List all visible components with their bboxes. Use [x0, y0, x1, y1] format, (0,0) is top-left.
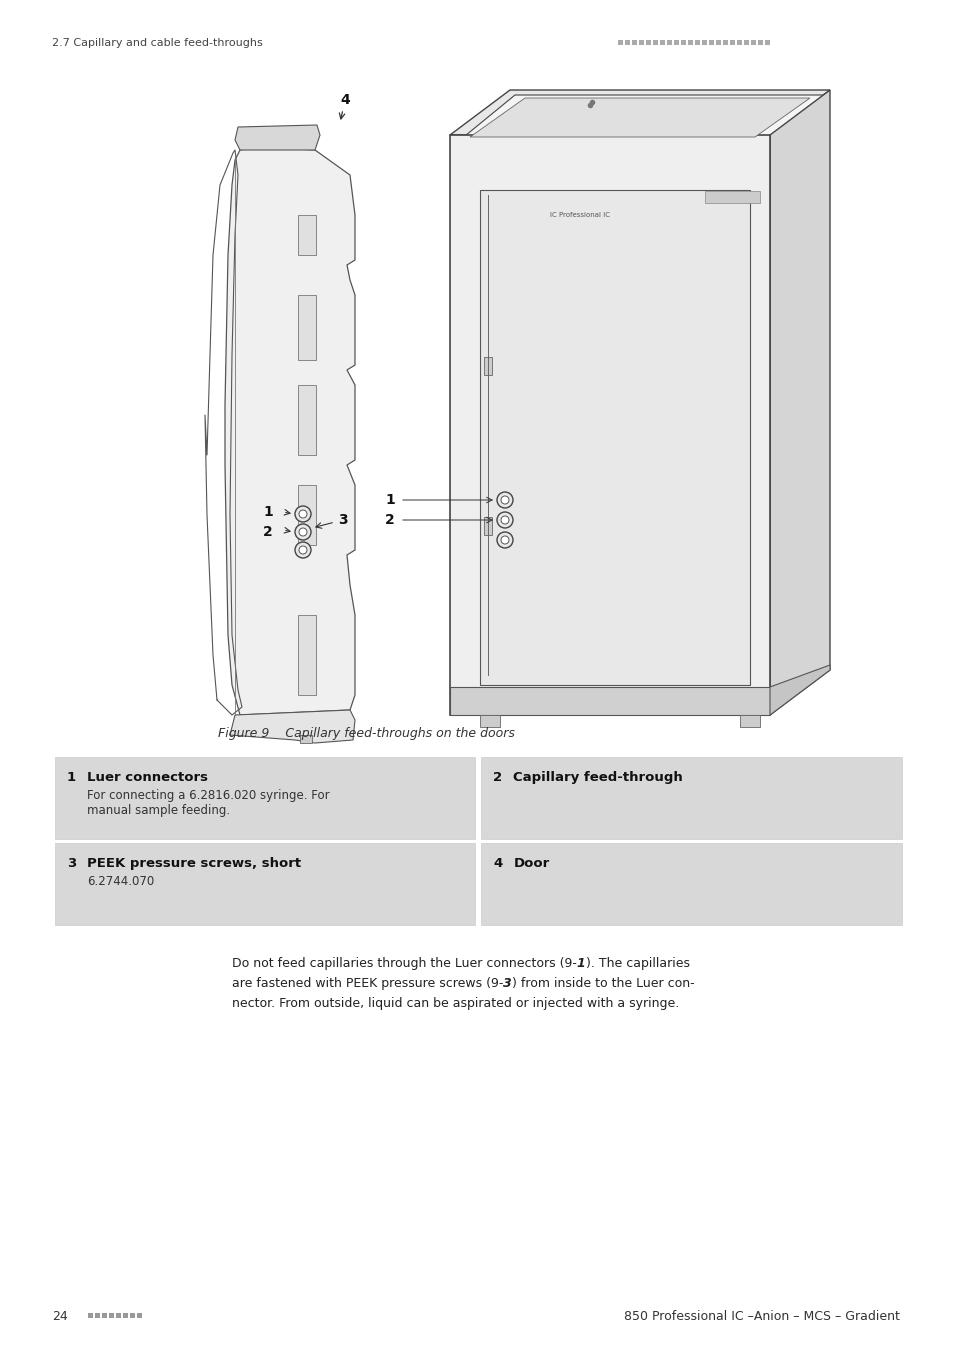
- Bar: [116, 1314, 121, 1318]
- Bar: [618, 40, 622, 45]
- Polygon shape: [230, 710, 355, 742]
- Polygon shape: [769, 90, 829, 716]
- Polygon shape: [225, 147, 355, 716]
- Bar: [55, 757, 475, 838]
- Text: 6.2744.070: 6.2744.070: [87, 875, 154, 888]
- Circle shape: [294, 541, 311, 558]
- Polygon shape: [459, 95, 824, 140]
- Bar: [624, 40, 629, 45]
- Polygon shape: [450, 90, 829, 135]
- Text: 4: 4: [493, 857, 502, 869]
- Polygon shape: [470, 99, 809, 136]
- Bar: [743, 40, 748, 45]
- Bar: [716, 40, 720, 45]
- Text: Capillary feed-through: Capillary feed-through: [513, 771, 682, 784]
- Bar: [758, 40, 762, 45]
- Bar: [695, 40, 700, 45]
- Bar: [123, 1314, 128, 1318]
- Text: 3: 3: [67, 857, 76, 869]
- Bar: [297, 296, 315, 360]
- Circle shape: [294, 506, 311, 522]
- Bar: [109, 1314, 113, 1318]
- Bar: [481, 757, 901, 838]
- Text: 1: 1: [577, 957, 585, 971]
- Bar: [483, 517, 492, 535]
- Text: PEEK pressure screws, short: PEEK pressure screws, short: [87, 857, 301, 869]
- Text: 3: 3: [337, 513, 347, 526]
- Circle shape: [497, 512, 513, 528]
- Bar: [479, 190, 749, 684]
- Text: 1: 1: [67, 771, 76, 784]
- Bar: [740, 716, 760, 728]
- Bar: [95, 1314, 100, 1318]
- Bar: [297, 385, 315, 455]
- Circle shape: [294, 524, 311, 540]
- Circle shape: [500, 495, 509, 504]
- Bar: [659, 40, 664, 45]
- Circle shape: [298, 545, 307, 554]
- Bar: [88, 1314, 92, 1318]
- Text: manual sample feeding.: manual sample feeding.: [87, 805, 230, 817]
- Bar: [687, 40, 692, 45]
- Bar: [297, 485, 315, 545]
- Bar: [639, 40, 643, 45]
- Polygon shape: [234, 126, 319, 150]
- Text: 2: 2: [263, 525, 273, 539]
- Circle shape: [298, 510, 307, 518]
- Bar: [708, 40, 713, 45]
- Text: nector. From outside, liquid can be aspirated or injected with a syringe.: nector. From outside, liquid can be aspi…: [232, 998, 679, 1010]
- Bar: [102, 1314, 107, 1318]
- Text: Door: Door: [513, 857, 549, 869]
- Text: 2: 2: [493, 771, 502, 784]
- Text: ). The capillaries: ). The capillaries: [585, 957, 689, 971]
- Circle shape: [497, 532, 513, 548]
- Bar: [137, 1314, 142, 1318]
- Bar: [479, 716, 499, 728]
- Bar: [297, 616, 315, 695]
- Text: 4: 4: [340, 93, 350, 107]
- Text: 2.7 Capillary and cable feed-throughs: 2.7 Capillary and cable feed-throughs: [52, 38, 262, 49]
- Polygon shape: [769, 666, 829, 716]
- Text: Figure 9    Capillary feed-throughs on the doors: Figure 9 Capillary feed-throughs on the …: [218, 726, 515, 740]
- Text: 2: 2: [385, 513, 395, 526]
- Text: 850 Professional IC –Anion – MCS – Gradient: 850 Professional IC –Anion – MCS – Gradi…: [623, 1310, 899, 1323]
- Bar: [450, 135, 769, 716]
- Bar: [450, 687, 769, 716]
- Bar: [750, 40, 755, 45]
- Bar: [729, 40, 734, 45]
- Bar: [299, 734, 312, 743]
- Bar: [704, 190, 760, 202]
- Circle shape: [497, 491, 513, 508]
- Bar: [652, 40, 658, 45]
- Bar: [673, 40, 679, 45]
- Text: 1: 1: [385, 493, 395, 508]
- Bar: [55, 842, 475, 925]
- Text: Do not feed capillaries through the Luer connectors (9-: Do not feed capillaries through the Luer…: [232, 957, 577, 971]
- Text: For connecting a 6.2816.020 syringe. For: For connecting a 6.2816.020 syringe. For: [87, 788, 330, 802]
- Text: 3: 3: [503, 977, 512, 990]
- Text: Luer connectors: Luer connectors: [87, 771, 208, 784]
- Circle shape: [500, 536, 509, 544]
- Bar: [722, 40, 727, 45]
- Text: are fastened with PEEK pressure screws (9-: are fastened with PEEK pressure screws (…: [232, 977, 503, 990]
- Bar: [483, 356, 492, 375]
- Bar: [631, 40, 637, 45]
- Text: 1: 1: [263, 505, 273, 518]
- Text: 24: 24: [52, 1310, 68, 1323]
- Bar: [701, 40, 706, 45]
- Circle shape: [500, 516, 509, 524]
- Bar: [297, 215, 315, 255]
- Bar: [130, 1314, 135, 1318]
- Bar: [645, 40, 650, 45]
- Bar: [666, 40, 671, 45]
- Bar: [737, 40, 741, 45]
- Text: IC Professional IC: IC Professional IC: [550, 212, 609, 217]
- Text: ) from inside to the Luer con-: ) from inside to the Luer con-: [512, 977, 694, 990]
- Bar: [764, 40, 769, 45]
- Bar: [481, 842, 901, 925]
- Circle shape: [298, 528, 307, 536]
- Bar: [680, 40, 685, 45]
